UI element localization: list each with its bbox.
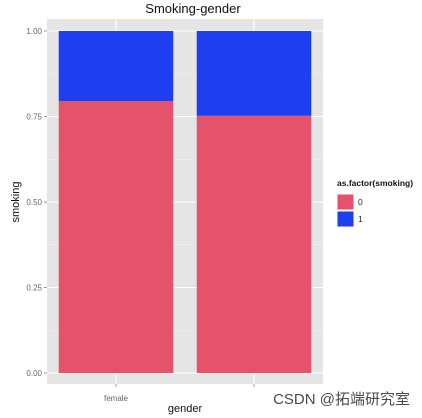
x-axis-title: gender xyxy=(168,403,203,415)
legend-label-0: 0 xyxy=(358,197,363,207)
legend-title: as.factor(smoking) xyxy=(337,178,413,188)
y-axis-title: smoking xyxy=(10,182,22,223)
watermark: CSDN @拓端研究室 xyxy=(273,391,410,408)
bar-female-smoking-0 xyxy=(58,101,174,374)
y-tick-label: 1.00 xyxy=(26,27,42,36)
y-tick-label: 0.75 xyxy=(26,113,42,122)
y-tick-label: 0.50 xyxy=(26,198,42,207)
legend-swatch-0 xyxy=(337,194,354,210)
y-tick-label: 0.00 xyxy=(26,369,42,378)
plot-panel xyxy=(47,19,323,384)
bars xyxy=(58,31,312,374)
x-tick-label-female: female xyxy=(104,394,129,403)
bar-male-smoking-0 xyxy=(196,115,312,373)
legend-swatch-1 xyxy=(337,211,354,227)
legend-entries: 01 xyxy=(336,193,363,228)
legend-label-1: 1 xyxy=(358,214,363,224)
y-axis: 0.00 0.25 0.50 0.75 1.00 xyxy=(26,27,47,378)
bar-male-smoking-1 xyxy=(196,31,312,116)
legend: as.factor(smoking) 01 xyxy=(336,178,413,228)
bar-female-smoking-1 xyxy=(58,31,174,102)
y-tick-label: 0.25 xyxy=(26,284,42,293)
chart-title: Smoking-gender xyxy=(145,1,241,16)
x-axis: female xyxy=(104,384,255,403)
